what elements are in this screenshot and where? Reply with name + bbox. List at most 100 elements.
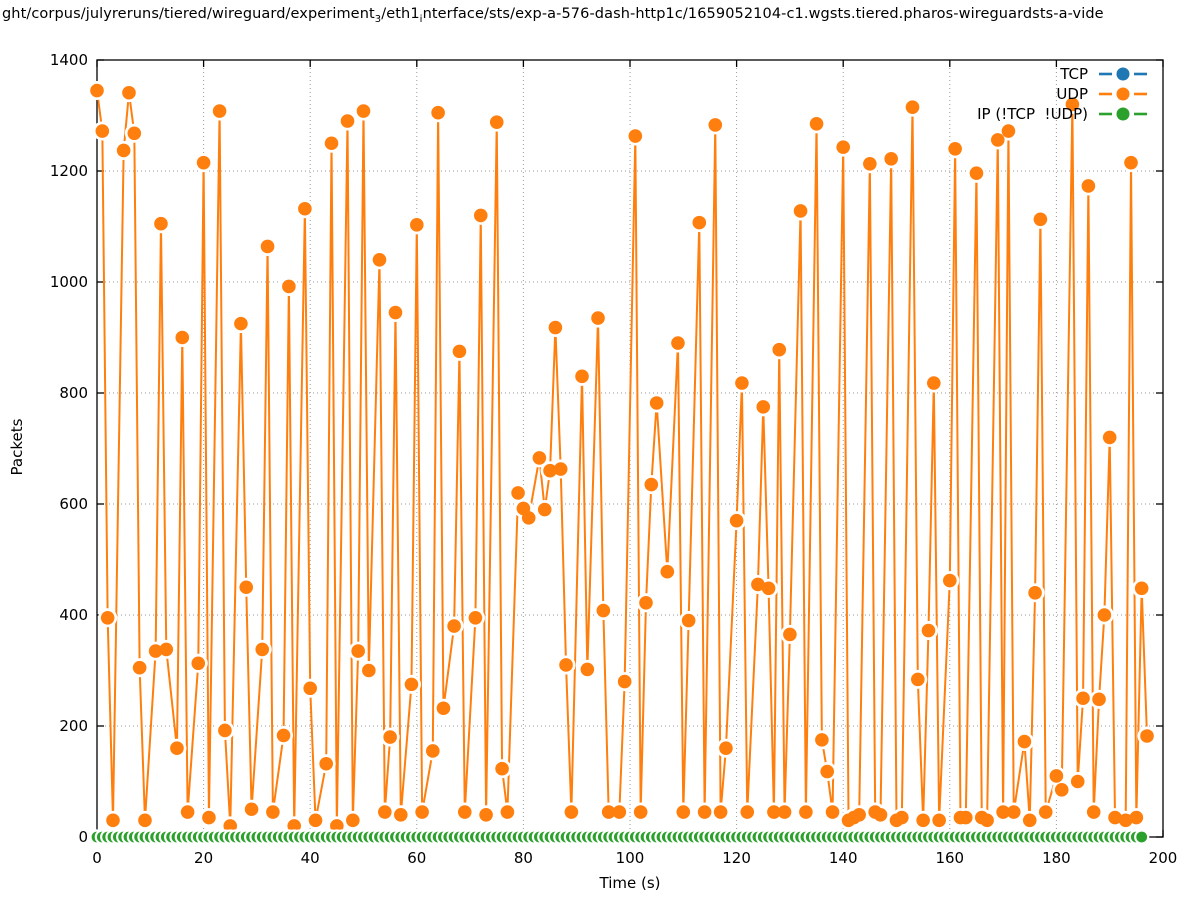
udp-marker bbox=[1001, 124, 1016, 138]
x-tick-label: 200 bbox=[1149, 849, 1178, 867]
chart-title-subscript-i: i bbox=[419, 13, 423, 22]
udp-marker bbox=[1033, 212, 1048, 227]
x-tick-label: 20 bbox=[194, 849, 213, 867]
udp-marker bbox=[106, 813, 120, 828]
udp-marker bbox=[180, 805, 195, 819]
udp-marker bbox=[223, 819, 238, 833]
udp-marker bbox=[404, 677, 419, 692]
udp-marker bbox=[719, 741, 733, 755]
udp-marker bbox=[351, 644, 365, 658]
udp-marker bbox=[969, 166, 984, 181]
y-tick-label: 600 bbox=[59, 495, 88, 513]
udp-marker bbox=[1022, 813, 1037, 828]
x-tick-label: 120 bbox=[722, 849, 751, 867]
udp-marker bbox=[729, 513, 744, 528]
udp-marker bbox=[202, 810, 216, 825]
udp-marker bbox=[340, 114, 355, 128]
legend-label-tcp: TCP bbox=[1060, 64, 1088, 83]
udp-marker bbox=[1065, 97, 1080, 112]
udp-marker bbox=[175, 330, 190, 345]
udp-marker bbox=[287, 819, 302, 833]
udp-line bbox=[96, 90, 1149, 827]
udp-marker bbox=[671, 336, 685, 350]
udp-marker bbox=[633, 805, 648, 819]
udp-marker bbox=[761, 581, 776, 596]
chart-title-part3: nterface/sts/exp-a-576-dash-http1c/16590… bbox=[422, 6, 1104, 22]
udp-marker bbox=[612, 805, 627, 819]
udp-marker bbox=[473, 208, 488, 223]
udp-marker bbox=[916, 813, 930, 828]
udp-marker bbox=[196, 155, 211, 170]
udp-marker bbox=[1086, 805, 1101, 819]
udp-marker bbox=[767, 805, 781, 819]
udp-marker bbox=[537, 502, 552, 517]
udp-marker bbox=[436, 701, 451, 716]
udp-marker bbox=[713, 805, 728, 819]
udp-marker bbox=[276, 728, 291, 743]
udp-marker bbox=[116, 143, 131, 158]
legend-label-udp: UDP bbox=[1056, 84, 1088, 103]
udp-marker bbox=[468, 610, 483, 625]
udp-marker bbox=[1081, 179, 1096, 193]
x-tick-label: 140 bbox=[829, 849, 858, 867]
udp-marker bbox=[356, 104, 371, 118]
udp-marker bbox=[921, 623, 936, 638]
udp-marker bbox=[159, 642, 174, 657]
udp-marker bbox=[644, 477, 659, 492]
udp-marker bbox=[628, 129, 643, 143]
udp-marker bbox=[511, 486, 525, 500]
udp-marker bbox=[708, 118, 723, 132]
udp-marker bbox=[580, 662, 595, 677]
udp-marker bbox=[958, 810, 973, 825]
udp-marker bbox=[692, 215, 707, 230]
udp-marker bbox=[1097, 608, 1112, 622]
udp-marker bbox=[388, 305, 403, 320]
udp-marker bbox=[244, 802, 259, 817]
x-tick-label: 80 bbox=[514, 849, 533, 867]
udp-marker bbox=[1038, 805, 1053, 819]
chart-title-part1: ght/corpus/julyreruns/tiered/wireguard/e… bbox=[2, 6, 375, 22]
udp-marker bbox=[740, 805, 755, 819]
x-tick-label: 160 bbox=[935, 849, 964, 867]
udp-marker bbox=[1108, 810, 1122, 825]
udp-marker bbox=[330, 819, 344, 833]
chart-title-part2: /eth1 bbox=[381, 6, 420, 22]
udp-marker bbox=[324, 136, 339, 151]
udp-marker bbox=[239, 580, 254, 595]
udp-marker bbox=[191, 656, 206, 671]
udp-marker bbox=[452, 344, 467, 359]
udp-marker bbox=[138, 813, 152, 828]
x-tick-label: 100 bbox=[616, 849, 645, 867]
udp-marker bbox=[1017, 734, 1032, 749]
udp-marker bbox=[783, 627, 797, 642]
udp-marker bbox=[447, 619, 461, 633]
udp-marker bbox=[553, 462, 568, 476]
udp-marker bbox=[676, 805, 691, 819]
legend-sample-tcp-line-dot-icon bbox=[1099, 67, 1147, 80]
udp-marker bbox=[825, 805, 840, 819]
udp-marker bbox=[948, 142, 962, 156]
udp-marker bbox=[282, 279, 296, 294]
udp-marker bbox=[1118, 813, 1133, 828]
udp-marker bbox=[298, 201, 312, 216]
x-tick-label: 180 bbox=[1042, 849, 1071, 867]
legend-row-tcp: TCP bbox=[1060, 64, 1148, 83]
udp-marker bbox=[852, 808, 866, 822]
udp-marker bbox=[431, 105, 445, 120]
legend-label-ip-other: IP (!TCP !UDP) bbox=[977, 104, 1088, 123]
udp-marker bbox=[681, 613, 696, 628]
udp-marker bbox=[793, 204, 808, 218]
udp-marker bbox=[495, 761, 509, 776]
udp-marker bbox=[122, 85, 136, 100]
udp-marker bbox=[1028, 586, 1042, 600]
legend-row-ip-other: IP (!TCP !UDP) bbox=[977, 104, 1148, 123]
udp-marker bbox=[799, 805, 813, 819]
udp-marker bbox=[308, 813, 323, 828]
udp-marker bbox=[170, 741, 184, 755]
udp-marker bbox=[756, 400, 771, 414]
udp-marker bbox=[479, 808, 493, 822]
udp-marker bbox=[383, 730, 397, 744]
udp-marker bbox=[255, 642, 270, 657]
udp-marker bbox=[1134, 581, 1149, 596]
